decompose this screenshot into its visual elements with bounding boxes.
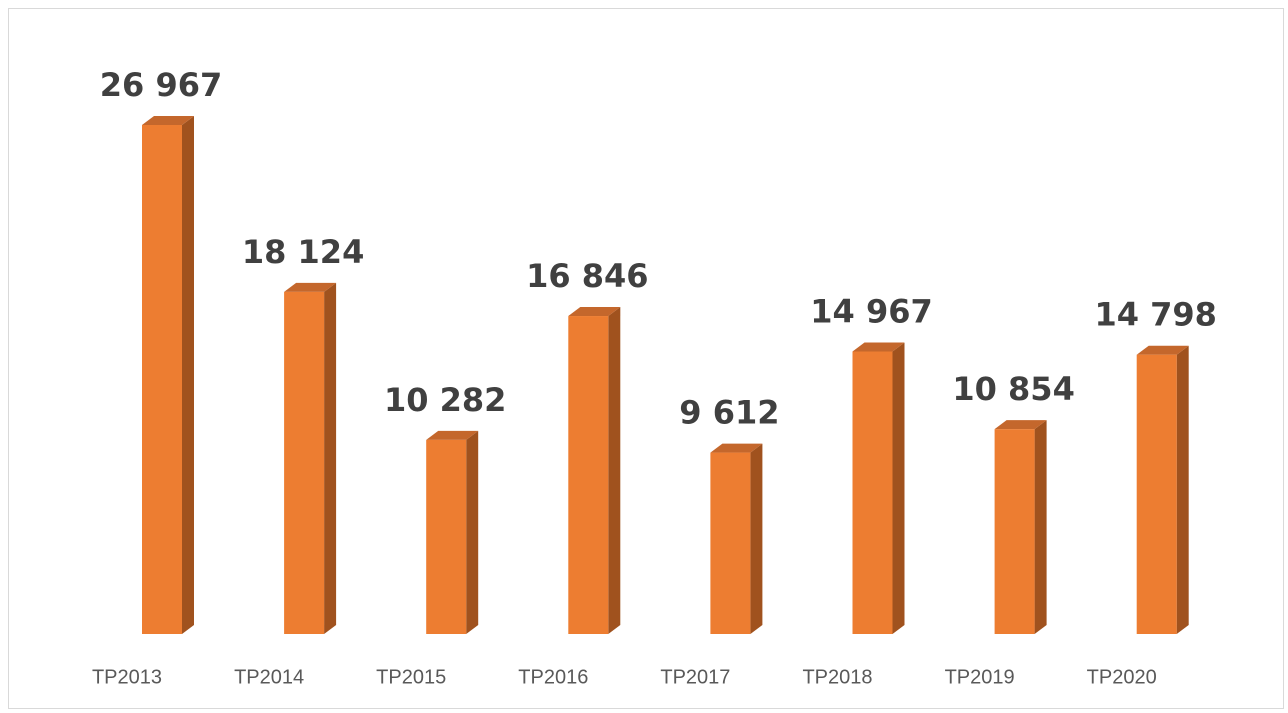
value-label: 14 798	[1094, 296, 1216, 334]
bar	[1136, 354, 1177, 634]
x-tick-label: TP2017	[660, 666, 730, 688]
x-tick-label: TP2019	[945, 666, 1015, 688]
value-label: 18 124	[242, 233, 364, 271]
bar	[284, 291, 325, 634]
bar-top	[994, 420, 1047, 430]
bar	[142, 125, 182, 634]
bar-top	[852, 342, 905, 352]
bar-side	[466, 430, 479, 634]
bar	[710, 452, 751, 634]
bar-side	[182, 116, 194, 634]
x-tick-label: TP2018	[802, 666, 872, 688]
x-tick-label: TP2015	[376, 666, 446, 688]
bar-top	[142, 116, 194, 125]
bar	[852, 351, 893, 634]
x-tick-label: TP2020	[1087, 666, 1157, 688]
bar	[994, 429, 1035, 634]
value-label: 10 854	[952, 370, 1074, 408]
value-label: 16 846	[526, 257, 648, 295]
x-tick-label: TP2014	[234, 666, 304, 688]
bar	[568, 316, 609, 634]
chart-border	[8, 8, 1284, 709]
bar-side	[750, 443, 763, 634]
bar-top	[710, 443, 763, 453]
bar-top	[426, 430, 479, 440]
bar-side	[892, 342, 905, 634]
bar-side	[324, 282, 337, 634]
bar-top	[284, 282, 337, 292]
bar-top	[568, 307, 621, 317]
bar-side	[608, 307, 621, 634]
value-label: 10 282	[384, 381, 506, 419]
bar	[426, 439, 467, 634]
value-label: 14 967	[810, 292, 932, 330]
x-tick-label: TP2016	[518, 666, 588, 688]
bar-side	[1034, 420, 1047, 634]
value-label: 9 612	[679, 394, 779, 432]
bar-side	[1176, 345, 1189, 634]
value-label: 26 967	[100, 66, 222, 104]
bar-top	[1136, 345, 1189, 355]
x-tick-label: TP2013	[92, 666, 162, 688]
